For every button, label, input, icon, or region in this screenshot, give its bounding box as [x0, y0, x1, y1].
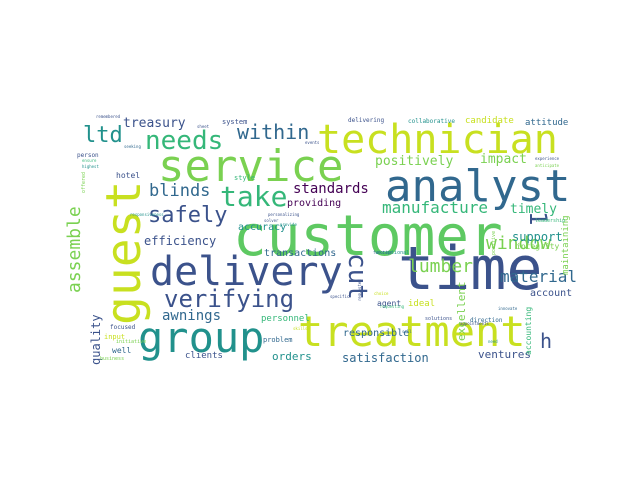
word: ventures [478, 348, 531, 361]
word: initiative [116, 339, 147, 345]
word: sell [402, 329, 412, 334]
word: account [530, 288, 573, 299]
word: clients [185, 351, 223, 361]
word: delivery [150, 249, 343, 295]
word: anticipate [535, 163, 560, 168]
word: requested [357, 279, 362, 301]
word: accounting [524, 306, 533, 355]
word: business [100, 356, 125, 362]
word: choice [374, 291, 389, 296]
word: provide [280, 222, 297, 227]
word: delivering [348, 117, 385, 124]
word: well [112, 346, 132, 355]
word: verifying [164, 285, 295, 313]
word: within [237, 120, 310, 144]
word: attitude [525, 118, 569, 128]
word: accuracy [238, 222, 287, 233]
word: solver [264, 218, 279, 223]
word: excellent [455, 281, 468, 341]
word: assemble [64, 206, 85, 293]
word: ideal [408, 299, 436, 309]
word: time [398, 234, 543, 304]
word: need [488, 339, 498, 344]
word: solutions [425, 316, 453, 322]
word: treasury [123, 116, 186, 131]
word: person [77, 152, 99, 159]
word: window [486, 233, 552, 254]
word: orders [272, 350, 312, 363]
word: seeking [124, 144, 141, 149]
word: impact [480, 152, 527, 167]
word: material [500, 267, 578, 286]
word: ensure [82, 158, 97, 163]
word: system [222, 118, 248, 126]
word: efficiency [144, 234, 217, 248]
word: group [138, 313, 265, 362]
word: direction [470, 317, 503, 324]
word: requesting [380, 304, 405, 309]
word: awnings [162, 308, 222, 324]
word: customer [233, 204, 503, 269]
word: needs [145, 126, 224, 156]
word: highest [82, 164, 99, 169]
word: analyst [385, 161, 571, 212]
word: transactions [264, 248, 337, 259]
word: satisfaction [342, 351, 429, 365]
word: technician [317, 117, 558, 163]
word: support [512, 230, 563, 244]
word: lumber [408, 256, 474, 277]
word: input [104, 333, 126, 341]
word: skills [293, 326, 308, 331]
word: blinds [149, 181, 211, 201]
word: hotel [116, 171, 141, 180]
word: agent [377, 299, 402, 308]
word: style [234, 174, 256, 182]
word: events [305, 140, 320, 145]
word: take [220, 180, 288, 213]
word: remembered [96, 114, 121, 119]
word: guest [96, 180, 152, 326]
word: personalizing [268, 212, 300, 217]
word: integrity [516, 242, 560, 251]
word: standards [293, 181, 369, 197]
word: sheet [197, 124, 210, 129]
word: function [373, 250, 393, 255]
word: specific [330, 294, 350, 299]
word: h [540, 329, 553, 353]
word: exceptional [376, 250, 410, 256]
word: focused [110, 324, 136, 331]
word: innovate [498, 306, 518, 311]
word: timely [510, 202, 557, 217]
word: candidate [465, 116, 514, 126]
word: experience [535, 156, 560, 161]
word: treatment [298, 307, 526, 356]
word: leadership [535, 218, 566, 224]
word: providing [287, 198, 342, 209]
word: service [158, 141, 344, 192]
word: positively [375, 154, 454, 169]
word: responsiveness [130, 212, 164, 217]
word: personnel [261, 314, 310, 324]
word-cloud: customer service technician analyst gues… [64, 114, 577, 365]
word: safely [148, 203, 228, 228]
word: appointments [460, 321, 489, 326]
word: positive [491, 230, 497, 255]
word: maintaining [561, 215, 571, 275]
word: collaborative [408, 118, 455, 125]
word: offered [81, 171, 87, 193]
word: ltd [83, 123, 123, 148]
word: responsible [343, 328, 410, 339]
word: problem [263, 336, 293, 344]
word: manufacture [382, 198, 488, 217]
